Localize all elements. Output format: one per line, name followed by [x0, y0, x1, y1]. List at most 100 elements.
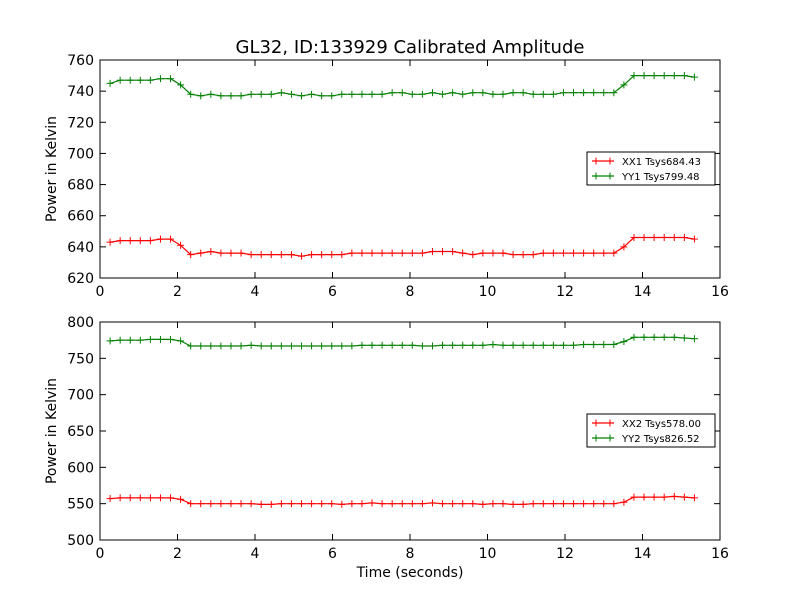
data-point-marker: [439, 500, 447, 508]
data-point-marker: [519, 251, 527, 259]
data-point-marker: [167, 494, 175, 502]
data-point-marker: [338, 500, 346, 508]
y-tick-label: 680: [67, 178, 94, 194]
data-point-marker: [580, 249, 588, 257]
data-point-marker: [217, 342, 225, 350]
data-point-marker: [660, 333, 668, 341]
data-point-marker: [408, 90, 416, 98]
x-tick-label: 14: [634, 284, 652, 300]
legend-box: [586, 413, 716, 448]
data-point-marker: [499, 500, 507, 508]
data-point-marker: [620, 498, 628, 506]
data-point-marker: [146, 335, 154, 343]
x-axis-label: Time (seconds): [356, 565, 464, 581]
data-point-marker: [116, 494, 124, 502]
data-point-marker: [247, 500, 255, 508]
series-1: [106, 492, 698, 508]
data-point-marker: [398, 249, 406, 257]
data-point-marker: [136, 76, 144, 84]
data-point-marker: [660, 234, 668, 242]
data-point-marker: [308, 342, 316, 350]
x-tick-label: 0: [96, 546, 105, 562]
data-point-marker: [418, 90, 426, 98]
legend-box: [586, 151, 716, 186]
data-point-marker: [670, 333, 678, 341]
data-point-marker: [529, 90, 537, 98]
data-point-marker: [449, 89, 457, 97]
data-point-marker: [690, 73, 698, 81]
data-point-marker: [388, 341, 396, 349]
data-point-marker: [570, 89, 578, 97]
y-axis-label: Power in Kelvin: [44, 378, 60, 484]
y-tick-label: 760: [67, 53, 94, 69]
data-point-marker: [388, 249, 396, 257]
data-point-marker: [116, 336, 124, 344]
data-point-marker: [680, 234, 688, 242]
data-point-marker: [549, 249, 557, 257]
data-point-marker: [227, 500, 235, 508]
data-point-marker: [539, 90, 547, 98]
data-point-marker: [580, 89, 588, 97]
x-tick-label: 2: [173, 546, 182, 562]
data-point-marker: [610, 341, 618, 349]
data-point-marker: [509, 500, 517, 508]
data-point-marker: [197, 500, 205, 508]
data-point-marker: [358, 341, 366, 349]
series-2: [106, 72, 698, 100]
data-point-marker: [298, 252, 305, 260]
y-tick-label: 660: [67, 209, 94, 225]
data-point-marker: [156, 335, 164, 343]
data-point-marker: [439, 90, 447, 98]
data-point-marker: [116, 237, 124, 245]
data-point-marker: [287, 342, 295, 350]
legend-entry: YY1 Tsys799.48: [592, 172, 700, 183]
data-point-marker: [308, 90, 316, 98]
data-point-marker: [610, 89, 618, 97]
data-point-marker: [469, 341, 477, 349]
x-tick-label: 4: [251, 284, 260, 300]
data-point-marker: [187, 251, 195, 259]
data-point-marker: [570, 341, 578, 349]
data-point-marker: [509, 89, 517, 97]
x-tick-label: 12: [556, 546, 574, 562]
data-point-marker: [469, 251, 477, 259]
data-point-marker: [418, 342, 426, 350]
legend-label: YY1 Tsys799.48: [621, 172, 700, 183]
legend-entry: XX1 Tsys684.43: [592, 157, 701, 168]
data-point-marker: [217, 249, 225, 257]
data-point-marker: [187, 500, 195, 508]
data-point-marker: [136, 237, 144, 245]
data-point-marker: [620, 338, 628, 346]
data-point-marker: [237, 92, 245, 100]
data-point-marker: [338, 342, 346, 350]
data-point-marker: [519, 89, 527, 97]
data-point-marker: [267, 342, 275, 350]
data-point-marker: [449, 500, 457, 508]
y-tick-label: 750: [67, 351, 94, 367]
data-point-marker: [227, 249, 235, 257]
legend-entry: YY2 Tsys826.52: [592, 434, 700, 445]
data-point-marker: [136, 494, 144, 502]
y-tick-label: 650: [67, 424, 94, 440]
data-point-marker: [378, 249, 386, 257]
data-point-marker: [489, 90, 497, 98]
data-point-marker: [680, 334, 688, 342]
data-point-marker: [277, 500, 285, 508]
y-tick-label: 500: [67, 533, 94, 549]
data-point-marker: [590, 89, 598, 97]
data-point-marker: [207, 500, 215, 508]
data-point-marker: [358, 500, 366, 508]
y-tick-label: 700: [67, 388, 94, 404]
data-point-marker: [167, 75, 175, 83]
data-point-marker: [590, 500, 598, 508]
data-point-marker: [177, 495, 185, 503]
x-tick-label: 16: [711, 284, 729, 300]
data-point-marker: [237, 342, 245, 350]
data-point-marker: [227, 92, 235, 100]
legend: XX1 Tsys684.43 YY1 Tsys799.48: [586, 151, 716, 186]
data-point-marker: [408, 500, 416, 508]
data-point-marker: [197, 92, 205, 100]
data-point-marker: [509, 341, 517, 349]
y-tick-label: 550: [67, 497, 94, 513]
x-tick-label: 6: [328, 284, 337, 300]
